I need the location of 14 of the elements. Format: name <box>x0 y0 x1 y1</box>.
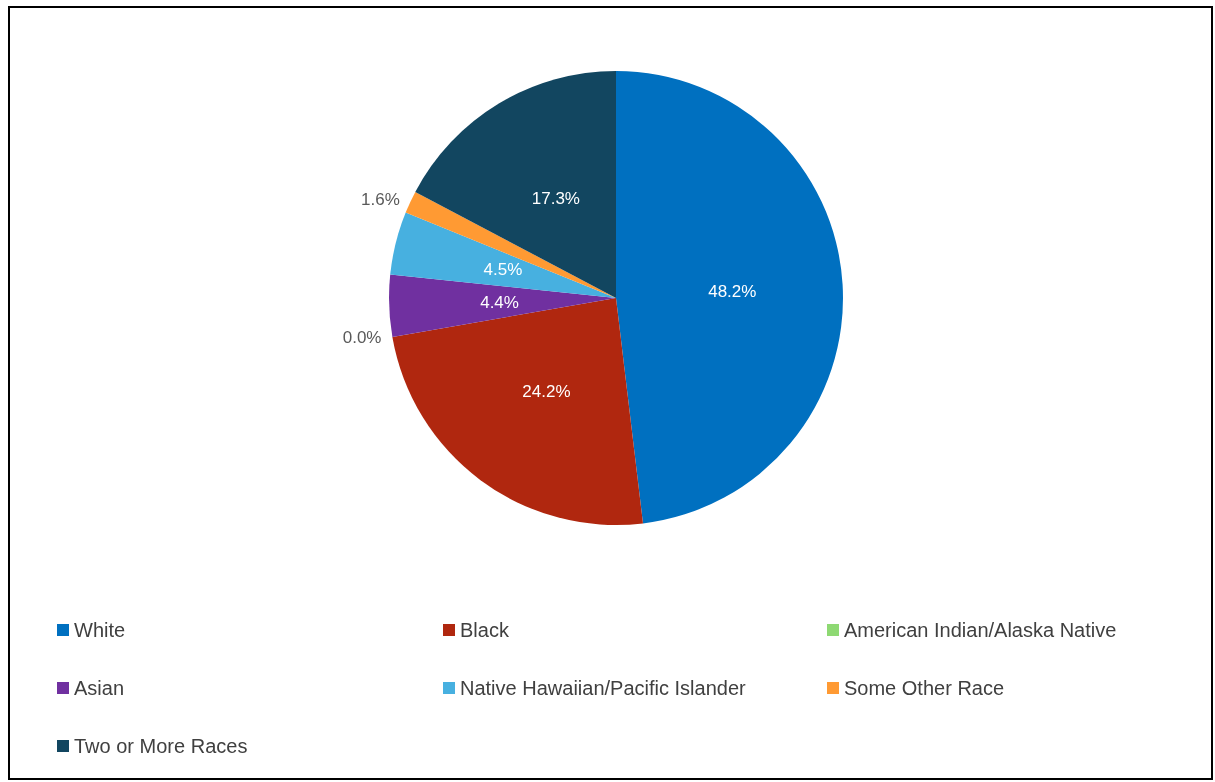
data-label: 48.2% <box>708 281 757 301</box>
legend-label: Some Other Race <box>844 677 1005 699</box>
legend-label: White <box>74 619 126 641</box>
legend-label: American Indian/Alaska Native <box>844 619 1117 641</box>
legend-label: Native Hawaiian/Pacific Islander <box>460 677 747 699</box>
data-label: 4.4% <box>480 292 519 312</box>
data-label: 4.5% <box>483 260 523 280</box>
data-label: 1.6% <box>361 190 400 210</box>
data-label: 24.2% <box>522 381 571 401</box>
legend-label: Two or More Races <box>74 735 248 757</box>
data-label: 17.3% <box>531 188 580 208</box>
legend-label: Asian <box>74 677 125 699</box>
legend-label: Black <box>460 619 510 641</box>
text: 0.0% <box>342 328 382 348</box>
